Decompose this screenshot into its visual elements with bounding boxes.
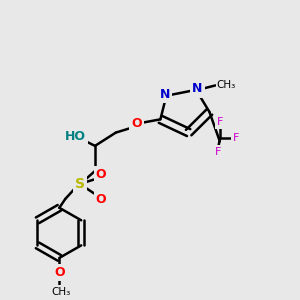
Text: O: O xyxy=(131,117,142,130)
Text: N: N xyxy=(192,82,203,95)
Text: HO: HO xyxy=(65,130,86,143)
Text: O: O xyxy=(96,193,106,206)
Text: S: S xyxy=(75,177,85,191)
Text: N: N xyxy=(160,88,170,101)
Text: F: F xyxy=(217,117,223,127)
Text: F: F xyxy=(233,134,239,143)
Text: O: O xyxy=(96,168,106,181)
Text: F: F xyxy=(215,147,221,157)
Text: CH₃: CH₃ xyxy=(217,80,236,90)
Text: CH₃: CH₃ xyxy=(51,286,70,296)
Text: O: O xyxy=(54,266,65,279)
